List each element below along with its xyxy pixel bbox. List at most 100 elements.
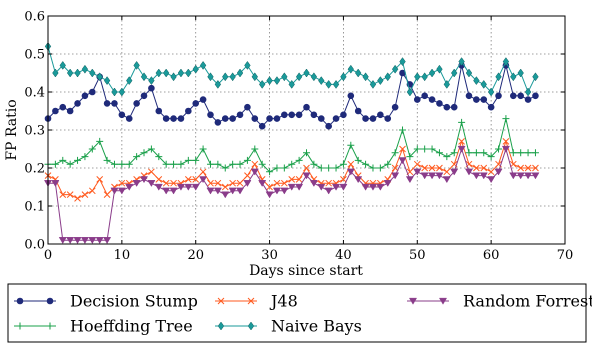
data-point-naive-bays xyxy=(532,72,539,82)
data-point-random-forrest xyxy=(235,187,245,195)
data-point-j48 xyxy=(66,191,74,198)
data-point-j48 xyxy=(118,179,126,187)
data-point-j48 xyxy=(244,172,251,179)
data-point-j48 xyxy=(303,164,310,172)
data-point-decision-stump xyxy=(340,111,347,119)
data-point-hoeffding-tree xyxy=(458,118,466,126)
data-point-decision-stump xyxy=(354,107,362,115)
data-point-decision-stump xyxy=(111,100,118,107)
legend-label: Hoeffding Tree xyxy=(70,317,193,336)
data-point-random-forrest xyxy=(250,168,259,176)
legend-swatch-marker xyxy=(438,297,448,305)
series-j48 xyxy=(44,138,539,202)
data-point-naive-bays xyxy=(96,72,103,82)
data-point-decision-stump xyxy=(162,115,170,122)
data-point-decision-stump xyxy=(207,111,214,119)
data-point-decision-stump xyxy=(229,115,236,122)
data-point-naive-bays xyxy=(428,68,436,78)
data-point-naive-bays xyxy=(74,68,81,78)
data-point-naive-bays xyxy=(458,57,465,67)
data-point-hoeffding-tree xyxy=(184,156,192,164)
data-point-hoeffding-tree xyxy=(110,160,118,168)
data-point-hoeffding-tree xyxy=(332,164,340,172)
data-point-hoeffding-tree xyxy=(362,160,370,168)
data-point-naive-bays xyxy=(295,72,303,82)
data-point-j48 xyxy=(443,168,451,176)
data-point-hoeffding-tree xyxy=(325,164,333,172)
data-point-decision-stump xyxy=(118,111,126,119)
data-point-decision-stump xyxy=(103,100,111,107)
data-point-random-forrest xyxy=(132,180,141,187)
data-point-hoeffding-tree xyxy=(133,153,141,161)
data-point-random-forrest xyxy=(176,183,185,191)
data-point-random-forrest xyxy=(147,180,156,187)
data-point-j48 xyxy=(199,168,207,176)
data-point-hoeffding-tree xyxy=(435,149,443,157)
data-point-hoeffding-tree xyxy=(221,164,229,172)
data-point-j48 xyxy=(524,164,532,172)
data-point-j48 xyxy=(436,164,443,172)
data-point-decision-stump xyxy=(362,115,369,122)
data-point-naive-bays xyxy=(414,72,421,82)
data-point-random-forrest xyxy=(302,172,311,180)
data-point-random-forrest xyxy=(162,187,171,195)
data-point-naive-bays xyxy=(251,72,258,82)
data-point-decision-stump xyxy=(288,111,296,119)
x-tick-label: 60 xyxy=(483,248,500,263)
data-point-random-forrest xyxy=(258,180,267,187)
data-point-decision-stump xyxy=(59,103,67,111)
data-point-naive-bays xyxy=(303,68,310,78)
data-point-decision-stump xyxy=(450,103,458,111)
data-point-hoeffding-tree xyxy=(59,156,67,164)
series-layer xyxy=(43,41,540,244)
series-decision-stump xyxy=(44,62,539,130)
data-point-random-forrest xyxy=(354,176,363,184)
data-point-decision-stump xyxy=(177,115,185,122)
data-point-hoeffding-tree xyxy=(266,168,274,176)
y-tick-label: 0.6 xyxy=(24,10,45,25)
data-point-naive-bays xyxy=(148,76,155,86)
data-point-decision-stump xyxy=(295,111,303,119)
data-point-random-forrest xyxy=(80,237,89,244)
data-point-j48 xyxy=(273,179,281,187)
data-point-j48 xyxy=(170,179,177,187)
data-point-decision-stump xyxy=(125,115,133,122)
data-point-j48 xyxy=(391,164,399,172)
data-point-j48 xyxy=(480,164,488,172)
data-point-random-forrest xyxy=(457,145,466,153)
data-point-random-forrest xyxy=(51,180,60,187)
data-point-naive-bays xyxy=(421,72,428,82)
data-point-hoeffding-tree xyxy=(450,149,458,157)
data-point-j48 xyxy=(74,195,81,202)
x-tick-label: 40 xyxy=(335,248,352,263)
data-point-naive-bays xyxy=(524,87,532,97)
data-point-naive-bays xyxy=(288,79,295,89)
data-point-random-forrest xyxy=(420,172,429,180)
data-point-hoeffding-tree xyxy=(376,164,384,172)
data-point-hoeffding-tree xyxy=(531,149,539,157)
data-point-random-forrest xyxy=(103,237,112,244)
data-point-random-forrest xyxy=(405,176,414,184)
data-point-random-forrest xyxy=(524,172,533,180)
data-point-j48 xyxy=(517,164,525,172)
data-point-decision-stump xyxy=(81,92,89,100)
data-point-random-forrest xyxy=(501,145,510,153)
data-point-j48 xyxy=(207,179,214,187)
data-point-decision-stump xyxy=(325,122,332,130)
data-point-naive-bays xyxy=(222,72,229,82)
data-point-random-forrest xyxy=(125,183,134,191)
data-point-j48 xyxy=(428,164,436,172)
data-point-naive-bays xyxy=(480,79,487,89)
data-point-naive-bays xyxy=(465,68,473,78)
data-point-naive-bays xyxy=(406,87,414,97)
data-point-hoeffding-tree xyxy=(118,160,126,168)
legend-item-random-forrest: Random Forrest xyxy=(407,292,592,311)
data-point-j48 xyxy=(214,179,222,187)
legend-item-hoeffding-tree: Hoeffding Tree xyxy=(14,317,193,336)
data-point-j48 xyxy=(88,187,96,195)
data-point-naive-bays xyxy=(436,64,443,74)
legend-swatch-marker xyxy=(247,297,255,305)
data-point-j48 xyxy=(266,183,273,191)
legend: Decision Stump J48 Random Forrest Hoeffding… xyxy=(7,283,592,343)
x-tick-label: 30 xyxy=(261,248,278,263)
